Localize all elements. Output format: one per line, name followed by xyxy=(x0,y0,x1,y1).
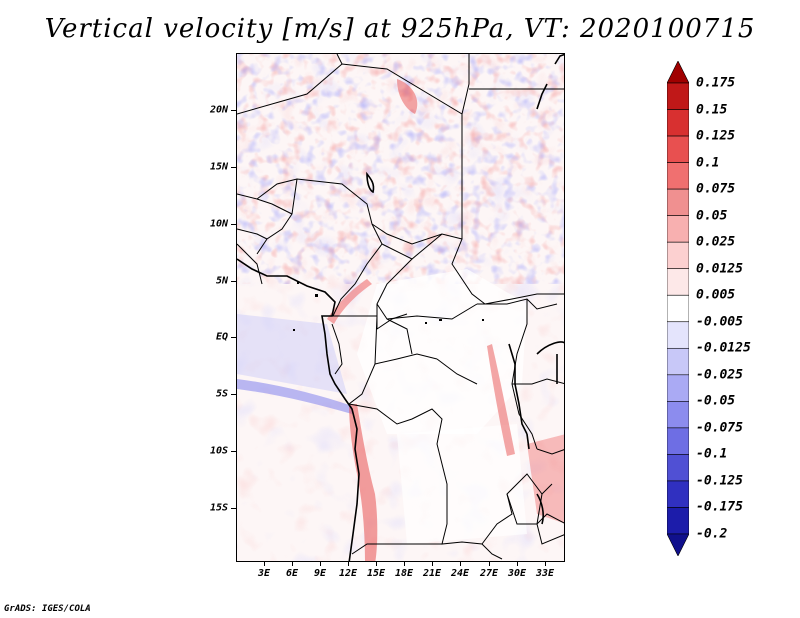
lat-label-10s: 10S xyxy=(209,445,228,457)
colorbar-label: 0.1 xyxy=(696,155,720,171)
lon-tick xyxy=(320,562,321,566)
colorbar-label: -0.175 xyxy=(696,499,743,515)
lon-tick xyxy=(517,562,518,566)
lon-label-15e: 15E xyxy=(366,568,386,579)
lon-tick xyxy=(348,562,349,566)
lat-label-10n: 10N xyxy=(209,218,228,230)
velocity-field-map xyxy=(237,54,564,561)
colorbar-label: 0.15 xyxy=(696,102,728,118)
lon-label-6e: 6E xyxy=(285,568,299,579)
colorbar-label: -0.05 xyxy=(696,393,736,409)
lat-label-5n: 5N xyxy=(215,275,228,287)
colorbar-label: -0.2 xyxy=(696,526,728,542)
colorbar-bottom-triangle xyxy=(667,533,689,556)
colorbar-label: -0.025 xyxy=(696,367,743,383)
colorbar-label: 0.0125 xyxy=(696,261,743,277)
lon-label-21e: 21E xyxy=(422,568,442,579)
lat-label-15s: 15S xyxy=(209,502,228,514)
colorbar xyxy=(667,61,689,556)
map-panel xyxy=(236,53,565,562)
lat-label-15n: 15N xyxy=(209,161,228,173)
colorbar-swatch xyxy=(667,268,689,296)
colorbar-label: -0.125 xyxy=(696,473,743,489)
colorbar-label: 0.005 xyxy=(696,287,736,303)
lat-tick xyxy=(231,281,236,282)
lon-tick xyxy=(545,562,546,566)
colorbar-label: -0.1 xyxy=(696,446,728,462)
colorbar-swatch xyxy=(667,188,689,216)
lat-label-20n: 20N xyxy=(209,104,228,116)
lat-tick xyxy=(231,110,236,111)
colorbar-swatch xyxy=(667,507,689,535)
colorbar-label: 0.025 xyxy=(696,234,736,250)
colorbar-swatch xyxy=(667,347,689,376)
lon-tick xyxy=(432,562,433,566)
lon-label-27e: 27E xyxy=(479,568,499,579)
lon-tick xyxy=(376,562,377,566)
lon-label-24e: 24E xyxy=(450,568,470,579)
lat-label-eq: EQ xyxy=(215,331,228,343)
colorbar-swatch xyxy=(667,241,689,270)
colorbar-swatch xyxy=(667,454,689,482)
colorbar-swatch xyxy=(667,135,689,163)
lon-tick xyxy=(489,562,490,566)
lat-tick xyxy=(231,394,236,395)
lon-tick xyxy=(460,562,461,566)
colorbar-swatch xyxy=(667,82,689,110)
lon-label-12e: 12E xyxy=(338,568,358,579)
lon-tick xyxy=(292,562,293,566)
lat-tick xyxy=(231,508,236,509)
chart-title: Vertical velocity [m/s] at 925hPa, VT: 2… xyxy=(44,14,756,44)
lon-label-30e: 30E xyxy=(507,568,527,579)
colorbar-swatch xyxy=(667,480,689,508)
colorbar-swatch xyxy=(667,374,689,402)
colorbar-label: -0.075 xyxy=(696,420,743,436)
colorbar-label: 0.175 xyxy=(696,75,736,91)
lon-tick xyxy=(404,562,405,566)
colorbar-label: 0.075 xyxy=(696,181,736,197)
credit-text: GrADS: IGES/COLA xyxy=(4,604,91,614)
colorbar-swatch xyxy=(667,321,689,349)
lon-label-9e: 9E xyxy=(313,568,327,579)
colorbar-label: 0.125 xyxy=(696,128,736,144)
colorbar-swatch xyxy=(667,109,689,137)
colorbar-label: -0.0125 xyxy=(696,340,751,356)
lat-tick xyxy=(231,337,236,338)
lat-tick xyxy=(231,451,236,452)
colorbar-swatch xyxy=(667,427,689,455)
lat-tick xyxy=(231,224,236,225)
colorbar-label: 0.05 xyxy=(696,208,728,224)
colorbar-label: -0.005 xyxy=(696,314,743,330)
lon-tick xyxy=(264,562,265,566)
colorbar-swatch xyxy=(667,162,689,190)
lon-label-18e: 18E xyxy=(394,568,414,579)
colorbar-swatch xyxy=(667,401,689,429)
colorbar-swatch xyxy=(667,215,689,243)
colorbar-top-triangle xyxy=(667,61,689,84)
lon-label-33e: 33E xyxy=(535,568,555,579)
lon-label-3e: 3E xyxy=(257,568,271,579)
colorbar-swatch xyxy=(667,294,689,323)
lat-label-5s: 5S xyxy=(215,388,228,400)
lat-tick xyxy=(231,167,236,168)
